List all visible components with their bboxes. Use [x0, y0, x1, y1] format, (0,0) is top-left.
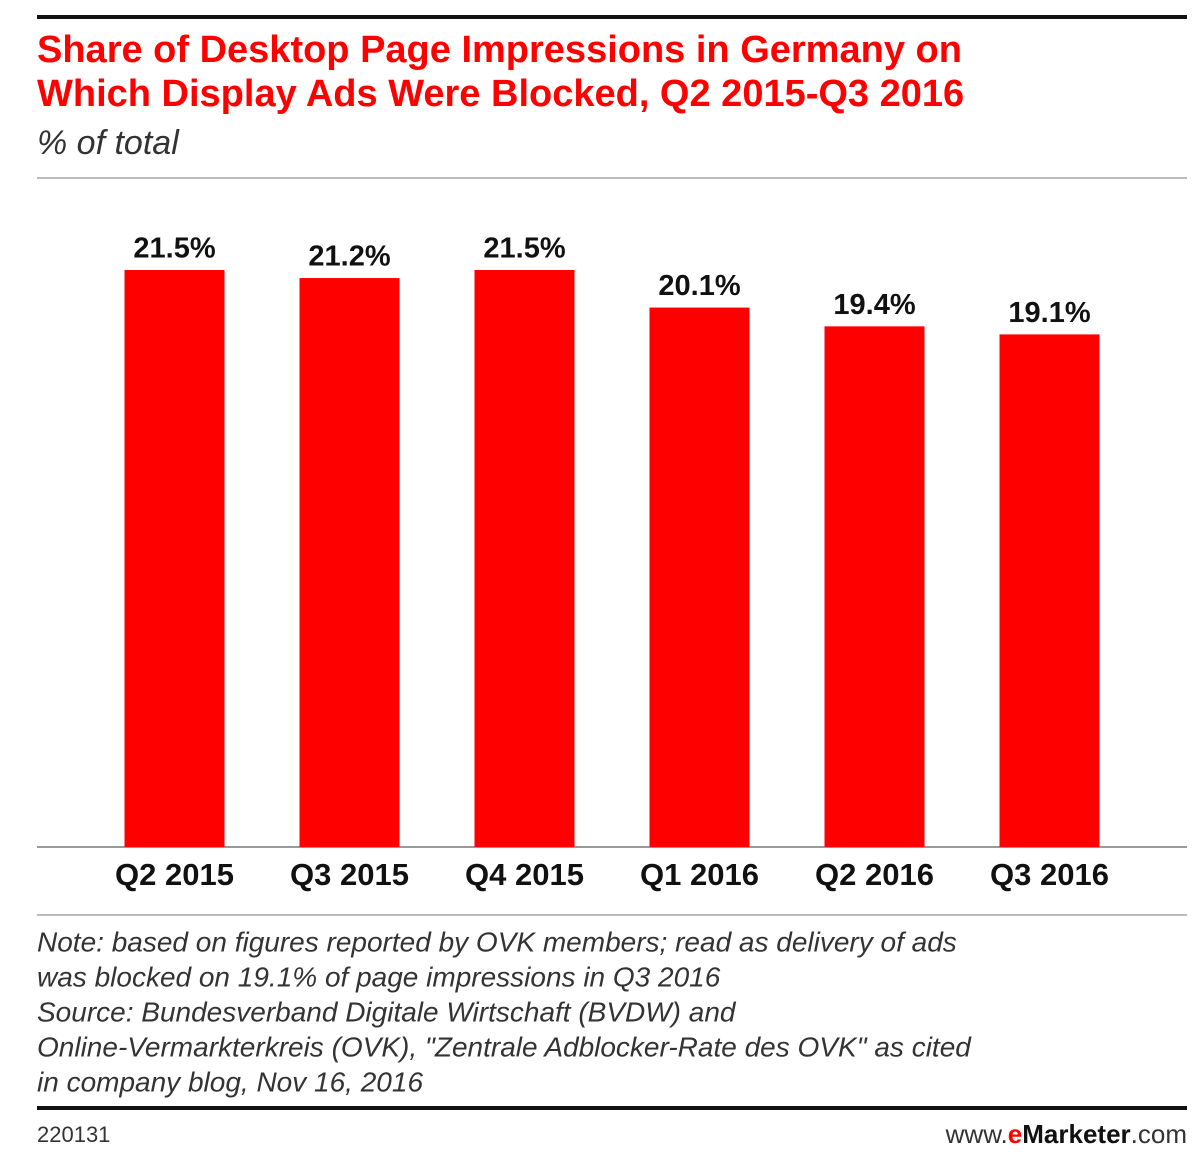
chart-subtitle: % of total	[37, 124, 180, 162]
logo-part: Marketer	[1022, 1119, 1130, 1149]
x-tick-label: Q1 2016	[640, 857, 759, 892]
note-line: Note: based on figures reported by OVK m…	[37, 926, 957, 957]
chart-title: Which Display Ads Were Blocked, Q2 2015-…	[37, 73, 964, 115]
chart-id: 220131	[37, 1122, 110, 1147]
bar	[999, 334, 1100, 847]
x-tick-label: Q4 2015	[465, 857, 584, 892]
value-label: 19.1%	[1008, 297, 1090, 329]
source-line: in company blog, Nov 16, 2016	[37, 1066, 423, 1097]
chart-title: Share of Desktop Page Impressions in Ger…	[37, 29, 962, 71]
x-tick-label: Q3 2015	[290, 857, 409, 892]
value-label: 21.5%	[483, 233, 565, 265]
source-line: Source: Bundesverband Digitale Wirtschaf…	[37, 996, 737, 1027]
logo-part: .com	[1131, 1119, 1187, 1149]
value-label: 21.2%	[308, 241, 390, 273]
note-line: was blocked on 19.1% of page impressions…	[37, 961, 721, 992]
logo-part: www.	[945, 1119, 1008, 1149]
bar	[299, 278, 400, 847]
logo-part: e	[1008, 1119, 1022, 1149]
value-label: 19.4%	[833, 289, 915, 321]
logo: www.eMarketer.com	[945, 1119, 1187, 1149]
value-label: 21.5%	[133, 233, 215, 265]
x-tick-label: Q2 2015	[115, 857, 234, 892]
value-label: 20.1%	[658, 270, 740, 302]
x-tick-label: Q3 2016	[990, 857, 1109, 892]
source-line: Online-Vermarkterkreis (OVK), "Zentrale …	[37, 1031, 972, 1062]
x-tick-label: Q2 2016	[815, 857, 934, 892]
bar	[124, 270, 225, 847]
bar	[474, 270, 575, 847]
bar	[649, 307, 750, 847]
bar	[824, 326, 925, 847]
